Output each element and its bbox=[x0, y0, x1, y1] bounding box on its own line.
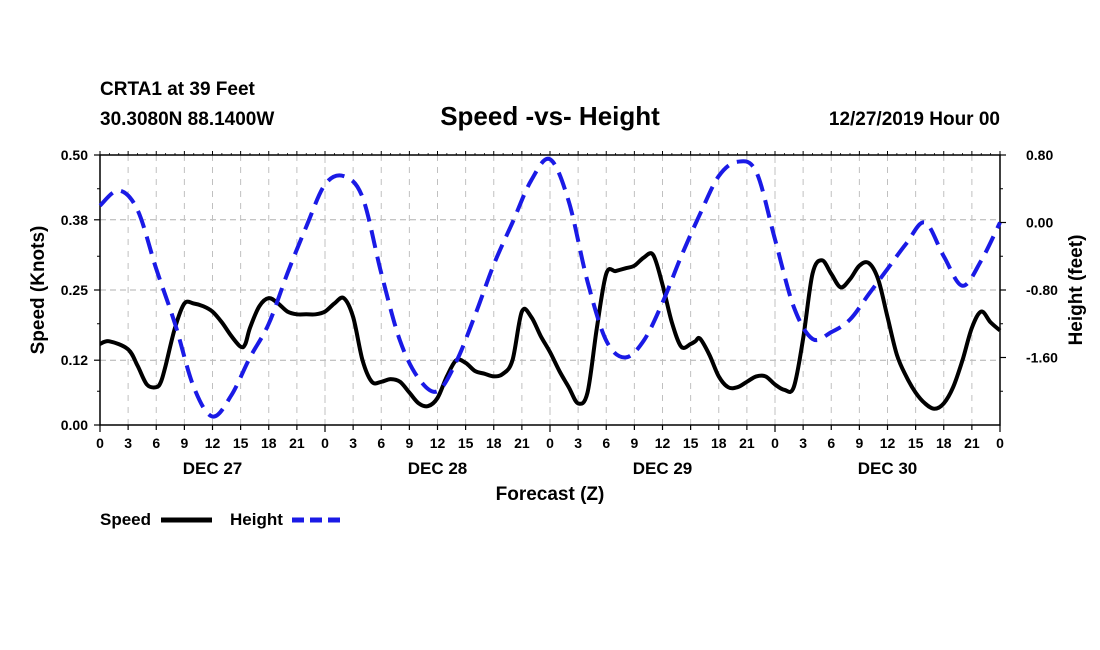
coords-label: 30.3080N 88.1400W bbox=[100, 109, 274, 130]
x-tick-label: 0 bbox=[996, 435, 1004, 451]
y-tick-label: 0.25 bbox=[61, 282, 88, 298]
day-label: DEC 27 bbox=[183, 459, 243, 478]
grid-lines bbox=[100, 155, 1000, 425]
y2-tick-label: -0.80 bbox=[1026, 282, 1058, 298]
x-tick-label: 9 bbox=[180, 435, 188, 451]
series-lines bbox=[98, 156, 1002, 419]
x-tick-label: 3 bbox=[349, 435, 357, 451]
x-tick-label: 12 bbox=[205, 435, 221, 451]
y-tick-label: 0.00 bbox=[61, 417, 88, 433]
day-label: DEC 28 bbox=[408, 459, 468, 478]
x-tick-label: 0 bbox=[771, 435, 779, 451]
x-tick-label: 12 bbox=[880, 435, 896, 451]
x-tick-label: 9 bbox=[630, 435, 638, 451]
x-tick-label: 15 bbox=[683, 435, 699, 451]
x-tick-label: 3 bbox=[124, 435, 132, 451]
axis-ticks: 0.00 0.12 0.25 0.38 0.50 -1.60 -0.80 0.00 0.80 0 3… bbox=[61, 147, 1058, 478]
x-tick-label: 6 bbox=[827, 435, 835, 451]
speed-series-line bbox=[99, 251, 1002, 411]
day-label: DEC 30 bbox=[858, 459, 918, 478]
x-tick-label: 21 bbox=[739, 435, 755, 451]
chart-title: Speed -vs- Height bbox=[440, 101, 660, 131]
legend: Speed Height bbox=[100, 510, 342, 529]
x-tick-label: 15 bbox=[908, 435, 924, 451]
y-tick-label: 0.12 bbox=[61, 352, 88, 368]
y2-tick-label: 0.00 bbox=[1026, 215, 1053, 231]
y2-axis-label: Height (feet) bbox=[1066, 235, 1087, 346]
x-tick-label: 12 bbox=[430, 435, 446, 451]
x-axis-label: Forecast (Z) bbox=[496, 484, 605, 505]
height-series-line bbox=[98, 156, 1002, 419]
x-tick-label: 6 bbox=[602, 435, 610, 451]
y-tick-label: 0.38 bbox=[61, 212, 88, 228]
x-tick-label: 21 bbox=[289, 435, 305, 451]
y2-tick-label: -1.60 bbox=[1026, 350, 1058, 366]
day-label: DEC 29 bbox=[633, 459, 693, 478]
x-tick-label: 3 bbox=[574, 435, 582, 451]
x-tick-label: 18 bbox=[936, 435, 952, 451]
y2-tick-label: 0.80 bbox=[1026, 147, 1053, 163]
y-axis-label: Speed (Knots) bbox=[28, 226, 49, 355]
x-tick-label: 18 bbox=[486, 435, 502, 451]
x-tick-label: 6 bbox=[377, 435, 385, 451]
x-tick-label: 9 bbox=[855, 435, 863, 451]
x-tick-label: 21 bbox=[964, 435, 980, 451]
legend-speed-label: Speed bbox=[100, 510, 151, 529]
x-tick-label: 3 bbox=[799, 435, 807, 451]
x-tick-label: 0 bbox=[96, 435, 104, 451]
x-tick-label: 18 bbox=[711, 435, 727, 451]
y-tick-label: 0.50 bbox=[61, 147, 88, 163]
station-label: CRTA1 at 39 Feet bbox=[100, 79, 256, 100]
x-tick-label: 21 bbox=[514, 435, 530, 451]
x-tick-label: 0 bbox=[321, 435, 329, 451]
x-tick-label: 9 bbox=[405, 435, 413, 451]
x-tick-label: 12 bbox=[655, 435, 671, 451]
legend-height-label: Height bbox=[230, 510, 283, 529]
x-tick-label: 18 bbox=[261, 435, 277, 451]
x-tick-label: 6 bbox=[152, 435, 160, 451]
x-tick-label: 15 bbox=[233, 435, 249, 451]
datetime-label: 12/27/2019 Hour 00 bbox=[829, 109, 1000, 130]
x-tick-label: 15 bbox=[458, 435, 474, 451]
x-tick-label: 0 bbox=[546, 435, 554, 451]
